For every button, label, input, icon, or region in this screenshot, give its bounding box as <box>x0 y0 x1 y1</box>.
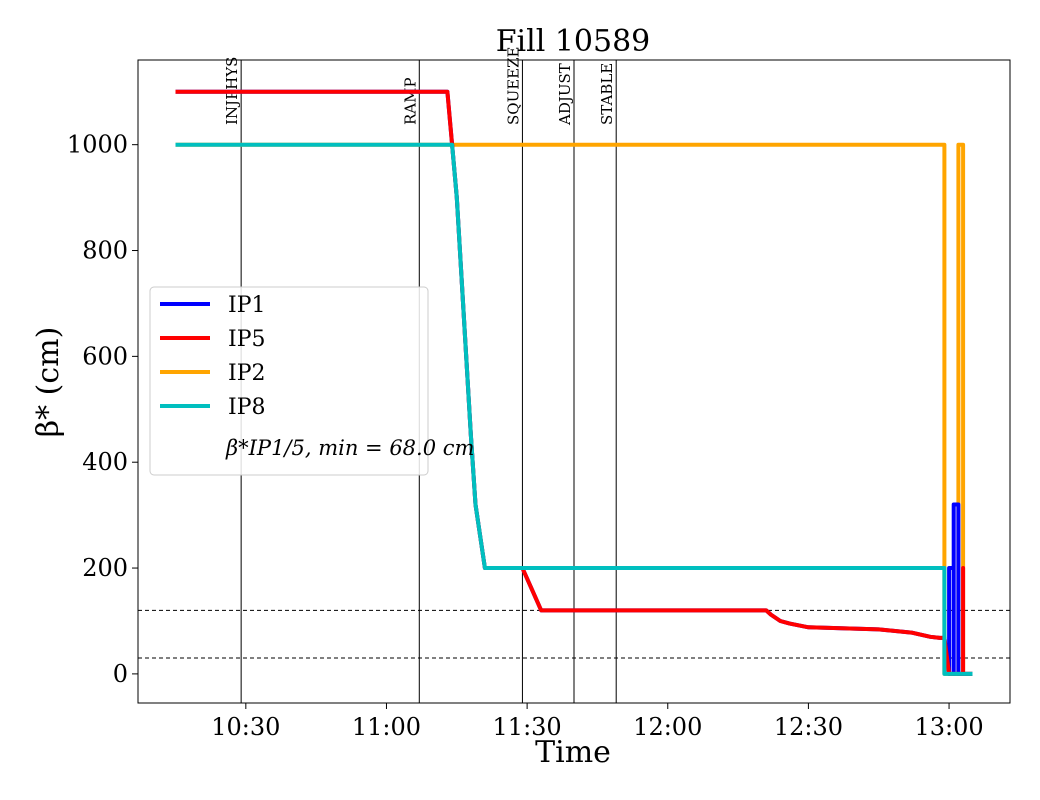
x-axis-ticks: 10:30 11:00 11:30 12:00 12:30 13:00 <box>211 703 984 741</box>
legend: IP1 IP5 IP2 IP8 β*IP1/5, min = 68.0 cm <box>149 286 474 476</box>
y-tick-label: 200 <box>82 554 128 582</box>
legend-label-ip5: IP5 <box>228 327 266 352</box>
phase-label-adjust: ADJUST <box>556 63 574 126</box>
x-tick-label: 12:30 <box>774 713 843 741</box>
legend-box <box>149 286 429 476</box>
y-axis-ticks: 0 200 400 600 800 1000 <box>67 131 138 688</box>
legend-label-ip1: IP1 <box>228 293 266 318</box>
phase-label-stable: STABLE <box>598 63 616 125</box>
phase-lines: INJPHYS RAMP SQUEEZE ADJUST STABLE <box>223 47 617 703</box>
legend-label-ip2: IP2 <box>228 361 266 386</box>
y-tick-label: 600 <box>82 342 128 370</box>
legend-note: β*IP1/5, min = 68.0 cm <box>225 436 474 460</box>
series-line-ip8 <box>175 142 973 676</box>
y-axis-label: β* (cm) <box>31 327 66 438</box>
plot-frame <box>137 59 1011 704</box>
x-tick-label: 13:00 <box>914 713 983 741</box>
series-lines <box>175 89 973 676</box>
y-tick-label: 1000 <box>67 131 128 159</box>
x-axis-label: Time <box>535 735 611 770</box>
x-tick-label: 10:30 <box>211 713 280 741</box>
y-tick-label: 0 <box>113 660 128 688</box>
phase-label-squeeze: SQUEEZE <box>504 47 522 126</box>
y-tick-label: 800 <box>82 237 128 265</box>
chart-title: Fill 10589 <box>496 24 651 59</box>
x-tick-label: 11:30 <box>493 713 562 741</box>
legend-label-ip8: IP8 <box>228 395 266 420</box>
phase-label-ramp: RAMP <box>401 77 419 125</box>
y-tick-label: 400 <box>82 448 128 476</box>
x-tick-label: 12:00 <box>633 713 702 741</box>
x-tick-label: 11:00 <box>352 713 421 741</box>
